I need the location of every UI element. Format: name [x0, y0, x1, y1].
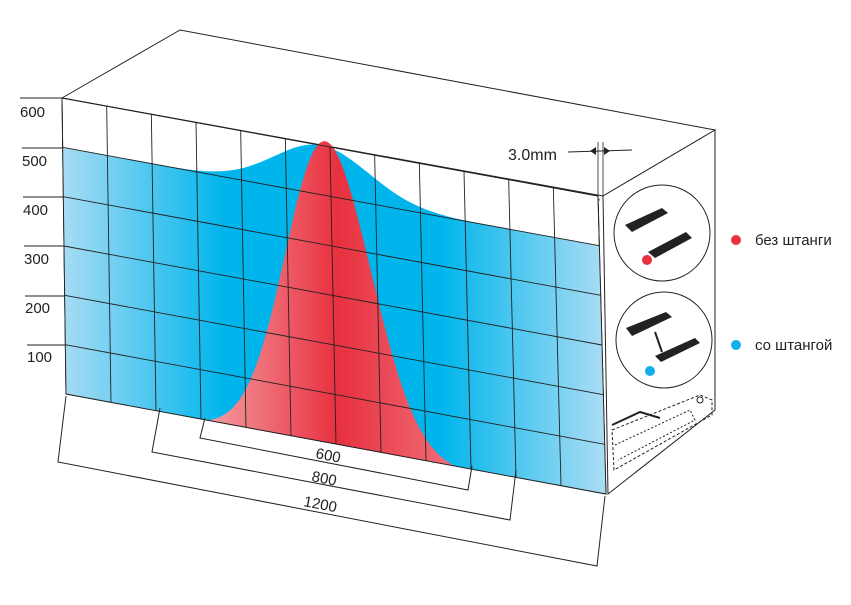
illustration-circle	[613, 184, 711, 282]
dimension-line-800	[151, 407, 517, 521]
drawer-runners-with-rod-icon	[626, 312, 700, 362]
illustration-circle	[615, 291, 713, 389]
drawer-hardware-sketch	[611, 394, 713, 471]
load-chart-front-face	[61, 97, 607, 495]
legend-red-dot	[731, 235, 741, 245]
arrow-right-icon	[590, 147, 596, 155]
red-marker-dot	[642, 255, 652, 265]
dimension-1200: 1200	[57, 395, 606, 567]
thickness-dimension: 3.0mm	[508, 142, 633, 196]
arrow-left-icon	[604, 147, 610, 155]
grid-row-line	[64, 294, 604, 396]
dimension-line-1200	[57, 395, 606, 567]
thickness-line	[567, 149, 633, 153]
without-rod-load-area	[205, 141, 476, 470]
dimension-600: 600	[199, 417, 473, 491]
axis-label-100: 100	[27, 349, 52, 366]
legend-item-without-rod: без штанги	[731, 232, 832, 249]
dimension-label-800: 800	[310, 468, 338, 489]
runner-without-rod-illustration	[613, 184, 711, 282]
load-axis: 600 500 400 300 200 100	[20, 97, 66, 366]
legend-label-with-rod: со штангой	[755, 337, 832, 354]
legend: без штанги со штангой	[731, 232, 832, 354]
dimension-800: 800	[151, 407, 517, 521]
blue-marker-dot	[645, 366, 655, 376]
axis-label-600: 600	[20, 104, 45, 121]
axis-label-500: 500	[22, 153, 47, 170]
grid-row-line	[65, 393, 607, 495]
axis-label-300: 300	[24, 251, 49, 268]
grid-row-line	[62, 146, 600, 247]
dimension-label-1200: 1200	[302, 493, 338, 516]
grid-row-line	[63, 245, 603, 346]
legend-item-with-rod: со штангой	[731, 337, 832, 354]
thickness-label: 3.0mm	[508, 147, 557, 164]
runner-with-rod-illustration	[615, 291, 713, 389]
grid-row-line	[65, 344, 605, 445]
grid-row-line	[61, 97, 599, 197]
axis-label-200: 200	[25, 300, 50, 317]
drawer-runners-without-rod-icon	[625, 208, 692, 258]
legend-label-without-rod: без штанги	[755, 232, 832, 249]
dimension-label-600: 600	[314, 445, 342, 466]
grid-row-line	[63, 196, 601, 296]
dimension-line-600	[199, 417, 473, 491]
axis-label-400: 400	[23, 202, 48, 219]
legend-blue-dot	[731, 340, 741, 350]
